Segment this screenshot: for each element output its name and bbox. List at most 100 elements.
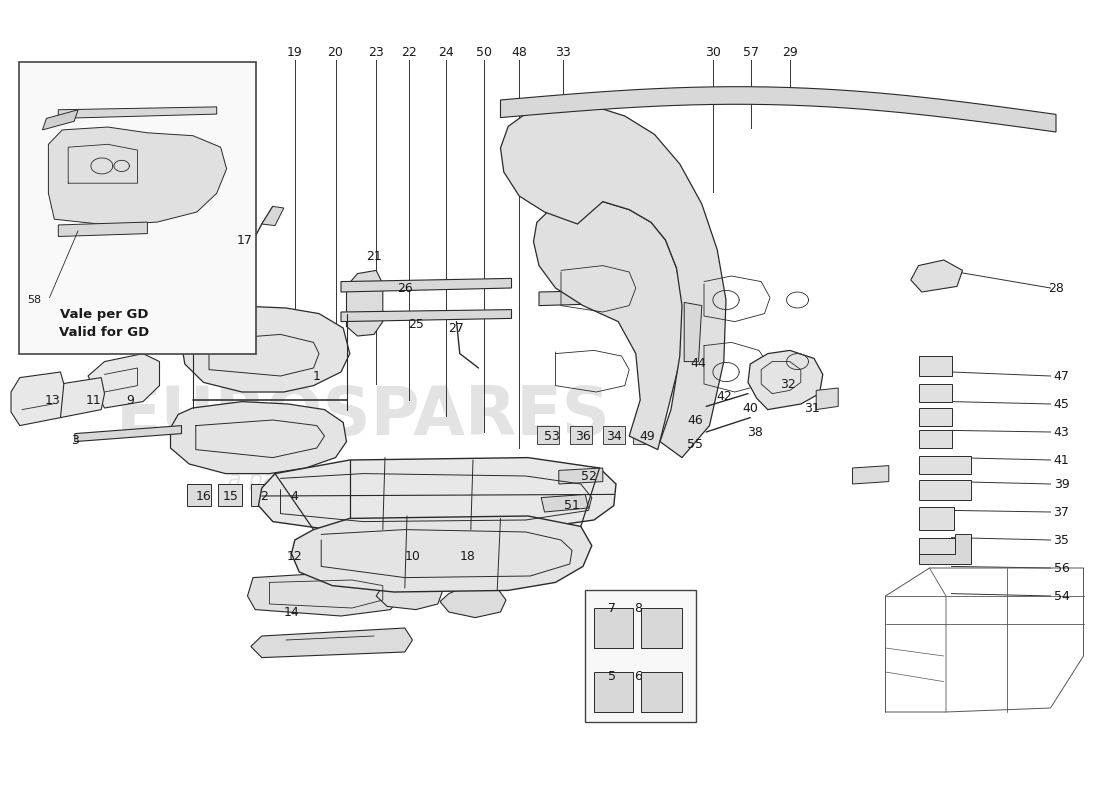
Polygon shape (341, 310, 512, 322)
Text: 4: 4 (290, 490, 299, 502)
Polygon shape (918, 408, 952, 426)
Text: 6: 6 (634, 670, 642, 682)
Text: 48: 48 (512, 46, 527, 58)
Text: 9: 9 (125, 394, 134, 406)
Polygon shape (918, 507, 954, 530)
Text: 1: 1 (312, 370, 321, 382)
Text: 52: 52 (581, 470, 596, 482)
Polygon shape (918, 384, 952, 402)
Text: 43: 43 (1054, 426, 1069, 438)
Polygon shape (918, 430, 952, 448)
Polygon shape (570, 426, 592, 444)
Text: 42: 42 (716, 390, 732, 402)
Text: 56: 56 (1054, 562, 1069, 574)
Text: 17: 17 (236, 234, 252, 246)
Text: 30: 30 (705, 46, 720, 58)
Text: 31: 31 (804, 402, 820, 414)
Polygon shape (182, 306, 350, 392)
Polygon shape (632, 426, 654, 444)
Text: 16: 16 (196, 490, 211, 502)
Text: 57: 57 (744, 46, 759, 58)
Text: 55: 55 (688, 438, 703, 450)
Polygon shape (43, 110, 78, 130)
Text: 12: 12 (287, 550, 303, 562)
Polygon shape (559, 468, 603, 484)
Text: Vale per GD: Vale per GD (60, 308, 148, 321)
Text: 58: 58 (28, 295, 42, 305)
Text: 36: 36 (575, 430, 591, 442)
Text: 28: 28 (1048, 282, 1064, 294)
Text: 2: 2 (260, 490, 268, 502)
Polygon shape (748, 350, 823, 410)
Polygon shape (534, 202, 684, 450)
Text: 3: 3 (70, 434, 79, 446)
Text: 47: 47 (1054, 370, 1069, 382)
Text: 23: 23 (368, 46, 384, 58)
Polygon shape (262, 206, 284, 226)
Text: 46: 46 (688, 414, 703, 426)
Text: 41: 41 (1054, 454, 1069, 466)
Text: 44: 44 (691, 358, 706, 370)
Text: 24: 24 (438, 46, 453, 58)
Polygon shape (918, 456, 971, 474)
Polygon shape (500, 104, 726, 458)
Polygon shape (251, 484, 275, 506)
Polygon shape (280, 484, 305, 506)
Polygon shape (816, 388, 838, 410)
Text: 15: 15 (223, 490, 239, 502)
Polygon shape (346, 270, 383, 336)
Text: 53: 53 (544, 430, 560, 442)
Text: 25: 25 (408, 318, 424, 330)
Polygon shape (918, 538, 971, 558)
Text: 45: 45 (1054, 398, 1069, 410)
Polygon shape (594, 672, 632, 712)
Polygon shape (500, 86, 1056, 132)
Text: 29: 29 (782, 46, 797, 58)
Polygon shape (641, 672, 682, 712)
Text: 20: 20 (328, 46, 343, 58)
Polygon shape (918, 480, 971, 500)
Polygon shape (75, 426, 182, 442)
Text: 33: 33 (556, 46, 571, 58)
Polygon shape (44, 378, 104, 418)
Polygon shape (918, 356, 952, 376)
Polygon shape (248, 572, 402, 616)
Polygon shape (911, 260, 962, 292)
Text: 18: 18 (460, 550, 475, 562)
Text: 51: 51 (564, 499, 580, 512)
Text: EUROSPARES: EUROSPARES (116, 383, 610, 449)
Polygon shape (537, 426, 559, 444)
Text: 34: 34 (606, 430, 621, 442)
Polygon shape (187, 484, 211, 506)
Polygon shape (11, 372, 64, 426)
Text: 8: 8 (634, 602, 642, 614)
Text: 49: 49 (639, 430, 654, 442)
Text: 40: 40 (742, 402, 758, 414)
Polygon shape (376, 578, 442, 610)
Polygon shape (852, 466, 889, 484)
Text: 5: 5 (607, 670, 616, 682)
Text: a passion for parts since 1989: a passion for parts since 1989 (228, 470, 564, 490)
Text: 21: 21 (366, 250, 382, 262)
Text: 14: 14 (284, 606, 299, 618)
Text: 50: 50 (476, 46, 492, 58)
Text: 11: 11 (86, 394, 101, 406)
Polygon shape (58, 107, 217, 118)
Polygon shape (541, 494, 589, 512)
Text: 27: 27 (449, 322, 464, 334)
Polygon shape (48, 127, 227, 225)
Text: 39: 39 (1054, 478, 1069, 490)
Text: 22: 22 (402, 46, 417, 58)
Polygon shape (603, 426, 625, 444)
Polygon shape (292, 516, 592, 592)
Text: 19: 19 (287, 46, 303, 58)
Text: 26: 26 (397, 282, 412, 294)
Text: 54: 54 (1054, 590, 1069, 602)
Polygon shape (594, 608, 632, 648)
Text: 7: 7 (607, 602, 616, 614)
Polygon shape (341, 278, 512, 292)
Polygon shape (258, 458, 616, 532)
Polygon shape (88, 354, 160, 408)
Text: 13: 13 (45, 394, 60, 406)
Text: Valid for GD: Valid for GD (59, 326, 150, 338)
